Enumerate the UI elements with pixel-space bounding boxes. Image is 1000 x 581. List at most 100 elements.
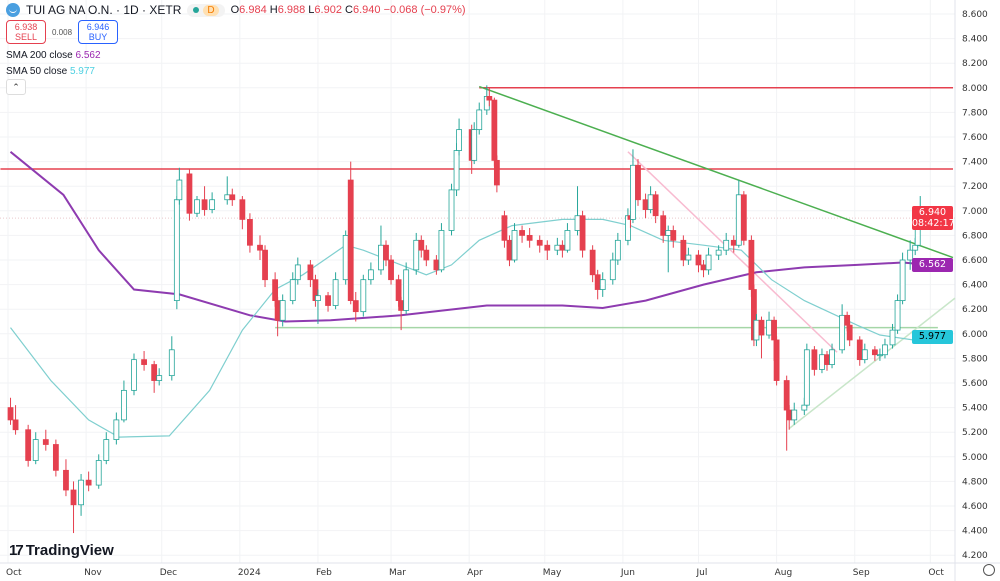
- candle-down: [730, 239, 737, 246]
- candle-up: [882, 344, 888, 356]
- sell-button[interactable]: 6.938 SELL: [6, 20, 46, 44]
- last-price-label: 6.940 08:42:17: [912, 206, 955, 230]
- candle-down: [824, 354, 830, 365]
- candle-up: [367, 269, 374, 281]
- low-value: 6.902: [314, 4, 342, 16]
- candle-up: [121, 389, 127, 421]
- candle-up: [209, 199, 216, 210]
- y-tick-label: 5.600: [962, 379, 988, 389]
- candle-down: [579, 215, 586, 251]
- candle-down: [42, 439, 49, 445]
- candle-down: [695, 254, 702, 266]
- candle-down: [52, 444, 59, 471]
- y-tick-label: 6.600: [962, 256, 988, 266]
- x-tick-label: Sep: [853, 568, 870, 578]
- market-status-badge[interactable]: D: [187, 3, 225, 17]
- symbol-title[interactable]: TUI AG NA O.N. · 1D · XETR: [26, 3, 182, 17]
- candle-down: [773, 339, 780, 381]
- y-tick-label: 8.400: [962, 35, 988, 45]
- x-tick-label: May: [543, 568, 562, 578]
- settings-icon[interactable]: [983, 564, 995, 576]
- candle-down: [141, 359, 147, 365]
- sell-label: SELL: [14, 32, 38, 42]
- candle-down: [635, 164, 641, 201]
- y-tick-label: 8.200: [962, 59, 988, 69]
- x-tick-label: Aug: [775, 568, 793, 578]
- candle-down: [670, 230, 677, 241]
- bar-countdown: 08:42:17: [912, 218, 955, 229]
- candle-down: [418, 239, 425, 251]
- collapse-legend-button[interactable]: ⌃: [6, 79, 26, 95]
- candle-up: [294, 264, 301, 281]
- candle-up: [279, 300, 286, 321]
- tradingview-logo[interactable]: 17 TradingView: [9, 542, 114, 559]
- candle-down: [486, 96, 493, 101]
- candle-up: [907, 249, 914, 261]
- candle-down: [844, 314, 851, 326]
- candle-down: [395, 279, 402, 301]
- candle-down: [506, 239, 513, 261]
- candle-up: [861, 349, 868, 361]
- candle-down: [642, 199, 649, 210]
- spread-value: 0.008: [52, 27, 73, 37]
- y-tick-label: 4.200: [962, 551, 988, 561]
- candle-up: [342, 234, 349, 281]
- candle-down: [700, 264, 707, 271]
- candle-up: [378, 244, 384, 271]
- y-tick-label: 5.400: [962, 404, 988, 414]
- candle-up: [32, 439, 39, 461]
- candle-down: [186, 173, 193, 214]
- candle-up: [630, 164, 636, 220]
- candle-up: [705, 254, 712, 271]
- market-open-dot-icon: [193, 7, 200, 13]
- candle-up: [753, 319, 760, 341]
- x-tick-label: Oct: [6, 568, 22, 578]
- indicator-value: 5.977: [69, 66, 95, 77]
- sma50-line: [10, 218, 928, 438]
- symbol-logo-icon: [6, 3, 20, 17]
- y-tick-label: 5.200: [962, 428, 988, 438]
- candle-up: [839, 314, 846, 351]
- open-value: 6.984: [239, 4, 267, 16]
- candle-up: [168, 349, 175, 377]
- candle-down: [491, 99, 498, 161]
- candle-up: [647, 194, 654, 210]
- candle-up: [113, 419, 120, 440]
- candle-up: [224, 194, 231, 201]
- candle-down: [501, 215, 508, 241]
- y-tick-label: 4.600: [962, 502, 988, 512]
- high-value: 6.988: [277, 4, 306, 16]
- candle-down: [652, 194, 659, 217]
- candle-up: [403, 269, 410, 311]
- x-tick-label: Nov: [84, 568, 102, 578]
- candle-up: [471, 129, 478, 161]
- candle-down: [347, 179, 354, 301]
- indicator-sma200[interactable]: SMA 200 close 6.562: [6, 50, 101, 61]
- candle-up: [894, 300, 901, 331]
- buy-button[interactable]: 6.946 BUY: [78, 20, 119, 44]
- y-tick-label: 6.800: [962, 231, 988, 241]
- x-tick-label: Apr: [467, 568, 483, 578]
- symbol-header: TUI AG NA O.N. · 1D · XETR D O6.984 H6.9…: [6, 3, 466, 17]
- candle-down: [423, 249, 430, 261]
- candle-up: [448, 189, 455, 231]
- candle-up: [511, 230, 518, 261]
- y-tick-label: 7.400: [962, 158, 988, 168]
- price-axis[interactable]: 8.600 8.400 8.200 8.000 7.800 7.600 7.400 7.200…: [962, 10, 988, 561]
- candle-down: [25, 429, 32, 461]
- y-tick-label: 7.800: [962, 108, 988, 118]
- y-tick-label: 7.600: [962, 133, 988, 143]
- y-tick-label: 7.000: [962, 207, 988, 217]
- y-tick-label: 5.800: [962, 354, 988, 364]
- candle-down: [856, 339, 863, 361]
- candle-down: [274, 300, 281, 321]
- candle-up: [176, 179, 183, 201]
- candle-up: [456, 129, 462, 151]
- candle-up: [554, 244, 561, 251]
- indicator-value: 6.562: [75, 50, 101, 61]
- session-badge: D: [203, 4, 219, 16]
- indicator-sma50[interactable]: SMA 50 close 5.977: [6, 66, 95, 77]
- candle-down: [526, 234, 533, 241]
- time-axis[interactable]: Oct Nov Dec 2024 Feb Mar Apr May Jun Jul Aug Sep Oct: [6, 568, 944, 578]
